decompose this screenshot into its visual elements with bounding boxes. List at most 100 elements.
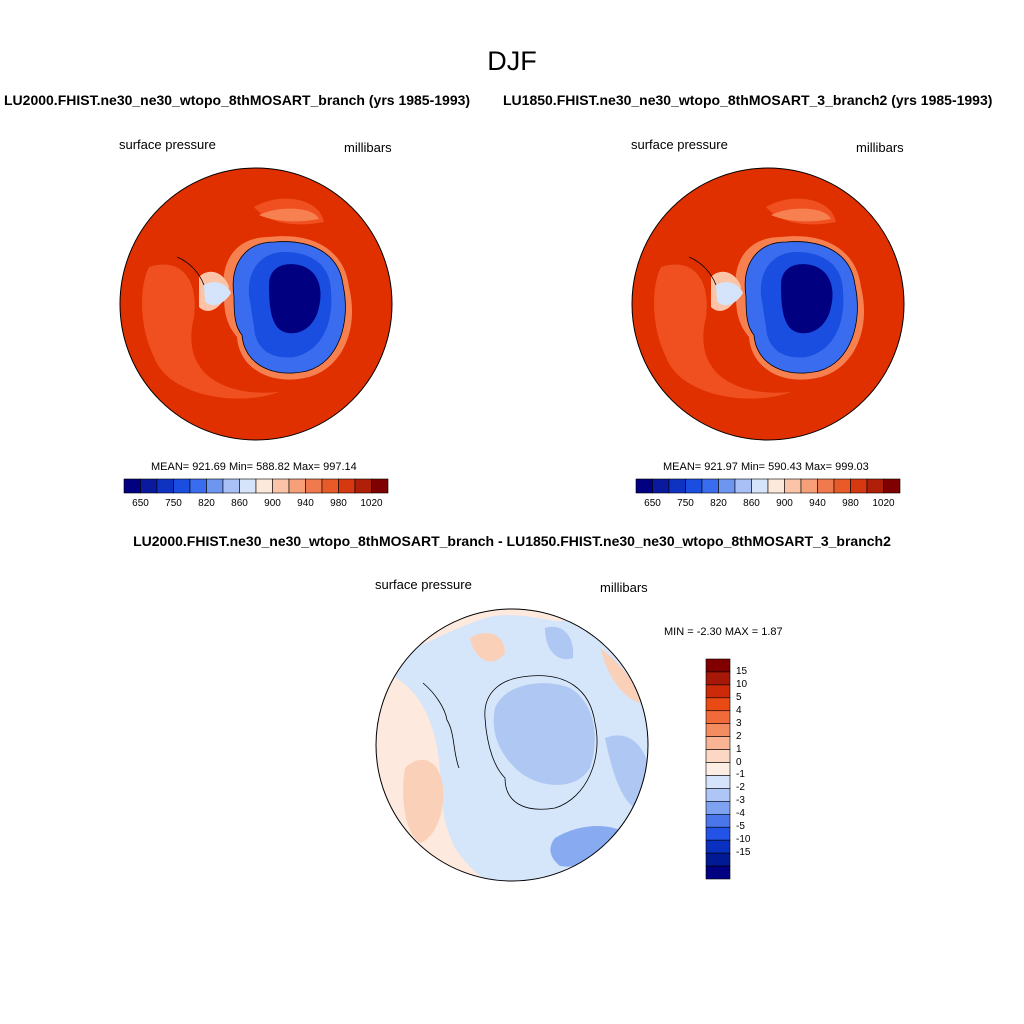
colorbar-swatch (833, 478, 851, 494)
colorbar-tick-label: 750 (165, 498, 182, 509)
diff-field-negative (550, 826, 625, 867)
colorbar-tick-label: 860 (231, 498, 248, 509)
right-variable-label: surface pressure (631, 137, 728, 152)
colorbar-swatch (718, 478, 736, 494)
colorbar-tick-label: 820 (198, 498, 215, 509)
colorbar-tick-label: -3 (736, 795, 745, 807)
colorbar-swatch (705, 723, 731, 737)
colorbar-swatch (685, 478, 703, 494)
colorbar-swatch (705, 801, 731, 815)
colorbar-tick-label: 980 (842, 498, 859, 509)
colorbar-tick-label: 5 (736, 691, 742, 703)
colorbar-swatch (705, 813, 731, 828)
colorbar-tick-label: 10 (736, 678, 748, 690)
map-boundary (375, 608, 649, 882)
colorbar-swatch (767, 478, 785, 494)
colorbar-swatch (123, 478, 141, 494)
colorbar-tick-label: -5 (736, 821, 745, 833)
colorbar-swatch (705, 671, 731, 686)
right-units-label: millibars (856, 140, 904, 155)
colorbar-swatch (222, 478, 240, 494)
antarctica-plateau (269, 264, 321, 334)
coastline (176, 241, 346, 374)
colorbar-swatch (784, 478, 802, 494)
figure-title: DJF (487, 46, 537, 76)
colorbar-tick-label: 900 (264, 498, 281, 509)
colorbar-tick-label: 940 (297, 498, 314, 509)
right-stats: MEAN= 921.97 Min= 590.43 Max= 999.03 (663, 461, 869, 473)
left-colorbar-ticks: 650 750 820 860 900 940 980 1020 (124, 498, 388, 512)
colorbar-swatch (338, 478, 356, 494)
colorbar-swatch (371, 478, 389, 494)
colorbar-swatch (705, 710, 731, 725)
ocean-field (259, 208, 319, 222)
diff-field-positive (470, 633, 505, 662)
colorbar-tick-label: 2 (736, 730, 742, 742)
colorbar-swatch (883, 478, 901, 494)
diff-field-positive (600, 648, 640, 703)
coastline (422, 675, 598, 810)
colorbar-swatch (305, 478, 323, 494)
colorbar-swatch (705, 697, 731, 712)
colorbar-swatch (705, 762, 731, 776)
diff-minmax: MIN = -2.30 MAX = 1.87 (664, 626, 783, 638)
colorbar-swatch (189, 478, 207, 494)
difference-colorbar-ticks: 15 10 5 4 3 2 1 0 -1 -2 -3 -4 -5 -10 -15 (736, 659, 776, 879)
colorbar-tick-label: 1 (736, 743, 742, 755)
colorbar-tick-label: 860 (743, 498, 760, 509)
colorbar-tick-label: -2 (736, 782, 745, 794)
colorbar-tick-label: 940 (809, 498, 826, 509)
colorbar-tick-label: -4 (736, 808, 745, 820)
colorbar-swatch (288, 478, 306, 494)
colorbar-swatch (255, 478, 273, 494)
colorbar-tick-label: 980 (330, 498, 347, 509)
colorbar-tick-label: -15 (736, 847, 751, 859)
colorbar-swatch (800, 478, 818, 494)
right-panel-title: LU1850.FHIST.ne30_ne30_wtopo_8thMOSART_3… (503, 92, 993, 108)
right-colorbar-ticks: 650 750 820 860 900 940 980 1020 (636, 498, 900, 512)
colorbar-swatch (321, 478, 339, 494)
colorbar-swatch (705, 852, 731, 867)
right-colorbar (635, 478, 901, 494)
left-map (119, 167, 393, 441)
colorbar-swatch (239, 478, 257, 494)
diff-units-label: millibars (600, 580, 648, 595)
antarctica-plateau (781, 264, 833, 334)
difference-colorbar (705, 658, 731, 880)
peninsula-zone (716, 282, 743, 306)
colorbar-swatch (705, 736, 731, 750)
colorbar-swatch (817, 478, 835, 494)
colorbar-tick-label: 650 (132, 498, 149, 509)
difference-title: LU2000.FHIST.ne30_ne30_wtopo_8thMOSART_b… (133, 533, 891, 549)
colorbar-swatch (206, 478, 224, 494)
colorbar-swatch (652, 478, 670, 494)
colorbar-tick-label: 1020 (360, 498, 383, 509)
colorbar-swatch (705, 826, 731, 841)
colorbar-swatch (705, 865, 731, 880)
ocean-field (142, 264, 279, 399)
diff-field-negative (493, 683, 595, 785)
difference-map (375, 608, 649, 882)
map-boundary (119, 167, 393, 441)
peninsula-zone (204, 282, 231, 306)
colorbar-swatch (705, 658, 731, 673)
diff-variable-label: surface pressure (375, 577, 472, 592)
colorbar-tick-label: 900 (776, 498, 793, 509)
left-panel-title: LU2000.FHIST.ne30_ne30_wtopo_8thMOSART_b… (4, 92, 471, 108)
colorbar-swatch (701, 478, 719, 494)
colorbar-swatch (705, 839, 731, 854)
colorbar-swatch (354, 478, 372, 494)
colorbar-swatch (705, 684, 731, 699)
colorbar-swatch (173, 478, 191, 494)
colorbar-tick-label: 4 (736, 704, 742, 716)
ocean-field (771, 208, 831, 222)
colorbar-tick-label: 15 (736, 665, 748, 677)
colorbar-swatch (272, 478, 290, 494)
colorbar-tick-label: 820 (710, 498, 727, 509)
diff-field-negative (605, 735, 648, 810)
ocean-field (654, 264, 791, 399)
coastline (688, 241, 858, 374)
colorbar-swatch (156, 478, 174, 494)
diff-field-positive (376, 609, 648, 698)
colorbar-tick-label: 0 (736, 756, 742, 768)
